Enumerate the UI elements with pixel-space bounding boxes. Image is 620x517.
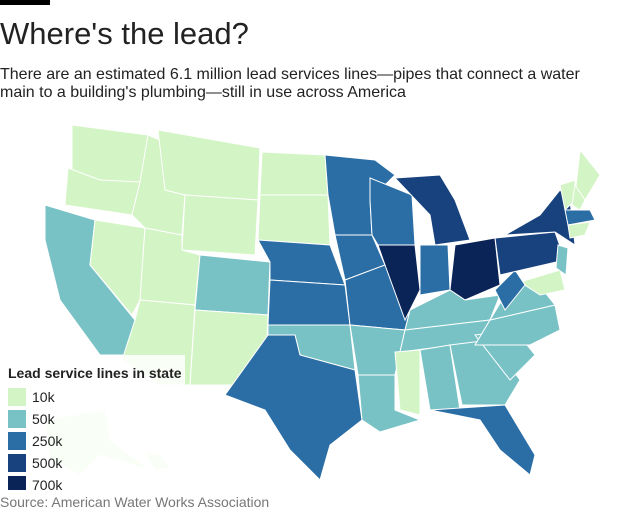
title: Where's the lead? [0,16,249,51]
state [257,239,346,286]
state [224,334,363,481]
state [555,244,569,276]
legend-label: 10k [32,389,56,405]
legend-label: 50k [32,411,56,427]
legend-swatch [8,410,26,428]
state [157,129,261,201]
state [429,404,536,476]
legend-label: 500k [32,455,63,471]
state [194,254,271,316]
state [257,194,331,246]
source: Source: American Water Works Association [0,494,270,510]
legend-box [0,355,185,490]
state [518,269,566,296]
legend-swatch [8,388,26,406]
brand-bar [0,0,50,5]
state [567,221,591,239]
subtitle: There are an estimated 6.1 million lead … [0,66,580,101]
state [393,174,471,246]
legend-title: Lead service lines in state [8,365,182,381]
legend-swatch [8,454,26,472]
state [394,349,421,416]
state [377,244,421,322]
state [357,374,422,433]
state [494,269,526,311]
legend-label: 700k [32,477,63,490]
state [494,231,566,276]
legend-label: 250k [32,433,63,449]
state [259,151,329,196]
state [89,219,146,316]
legend-swatch [8,476,26,490]
state [181,194,259,256]
state [267,279,351,326]
state [449,237,501,301]
map: Lead service lines in state 10k 50k 250k 500… [0,124,601,490]
state [419,244,451,296]
state [564,209,596,226]
legend-swatch [8,432,26,450]
